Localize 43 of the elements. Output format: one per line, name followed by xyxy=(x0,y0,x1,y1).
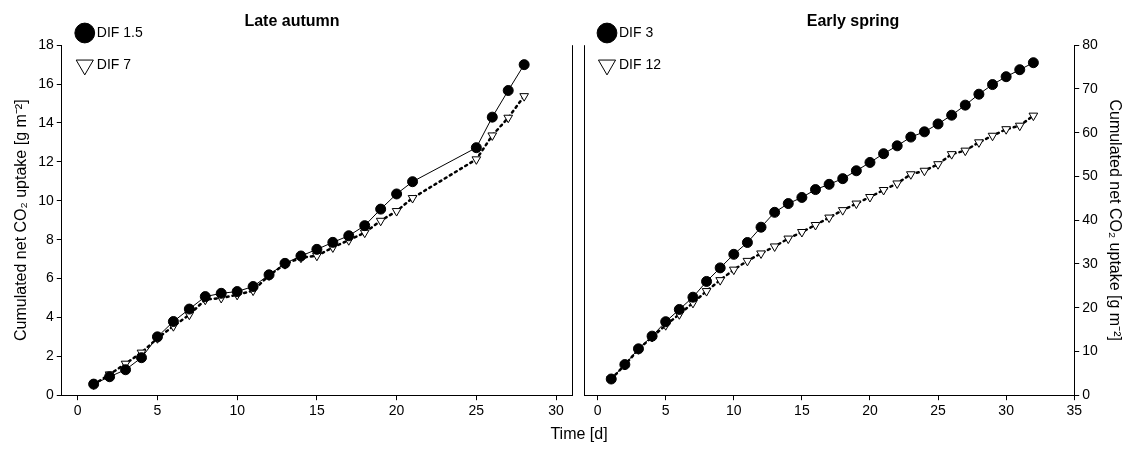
x-tick-label: 30 xyxy=(548,402,565,419)
legend-label: DIF 7 xyxy=(96,55,132,72)
y2-axis-title: Cumulated net CO₂ uptake [g m⁻²] xyxy=(1106,99,1124,341)
x-tick-label: 10 xyxy=(726,402,742,419)
legend-label: DIF 1.5 xyxy=(96,23,143,40)
y-tick-label: 6 xyxy=(45,269,54,286)
y-tick-label: 18 xyxy=(38,36,54,53)
y2-tick-label: 70 xyxy=(1082,79,1099,96)
y2-tick-label: 0 xyxy=(1082,386,1091,403)
y-axis-title: Cumulated net CO₂ uptake [g m⁻²] xyxy=(12,99,30,341)
x-tick-label: 20 xyxy=(388,402,405,419)
x-tick-label: 0 xyxy=(73,402,82,419)
x-tick-label: 15 xyxy=(794,402,810,419)
x-tick-label: 5 xyxy=(153,402,162,419)
y2-tick-label: 80 xyxy=(1082,36,1099,53)
x-tick-label: 25 xyxy=(468,402,485,419)
x-axis-title: Time [d] xyxy=(549,425,609,443)
legend-label: DIF 12 xyxy=(619,55,662,72)
chart-title: Early spring xyxy=(806,12,900,30)
y2-tick-label: 20 xyxy=(1082,298,1099,315)
y-tick-label: 10 xyxy=(38,191,54,208)
y-tick-label: 2 xyxy=(45,347,54,364)
x-tick-label: 25 xyxy=(930,402,947,419)
y2-tick-label: 50 xyxy=(1082,167,1099,184)
y-tick-label: 16 xyxy=(38,74,54,91)
y2-tick-label: 30 xyxy=(1082,254,1099,271)
y2-tick-label: 10 xyxy=(1082,342,1099,359)
x-tick-label: 5 xyxy=(661,402,670,419)
y-tick-label: 12 xyxy=(38,152,54,169)
y-tick-label: 0 xyxy=(45,386,54,403)
y-tick-label: 4 xyxy=(45,308,54,325)
y2-tick-label: 40 xyxy=(1082,211,1099,228)
y2-tick-label: 60 xyxy=(1082,123,1099,140)
y-tick-label: 8 xyxy=(45,230,54,247)
legend-label: DIF 3 xyxy=(619,23,654,40)
x-tick-label: 35 xyxy=(1066,402,1083,419)
x-tick-label: 15 xyxy=(309,402,325,419)
x-tick-label: 0 xyxy=(593,402,602,419)
x-tick-label: 20 xyxy=(862,402,878,419)
x-tick-label: 30 xyxy=(998,402,1015,419)
x-tick-label: 10 xyxy=(229,402,246,419)
chart-title: Late autumn xyxy=(244,12,340,30)
y-tick-label: 14 xyxy=(38,113,54,130)
